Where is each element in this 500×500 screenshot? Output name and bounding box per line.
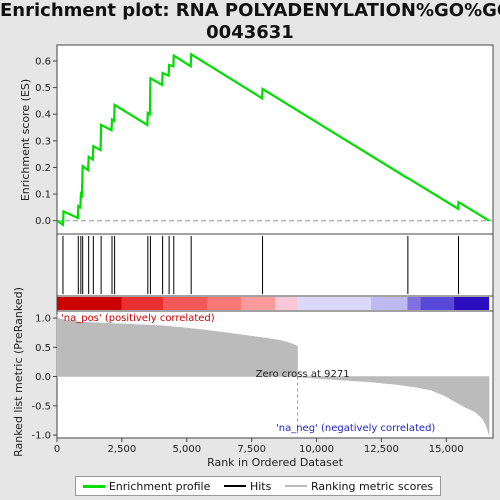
chart-title-line-1: Enrichment plot: RNA POLYADENYLATION%GO%… — [0, 0, 500, 21]
colorbar-panel — [57, 297, 490, 310]
colorbar-segment — [163, 297, 208, 310]
ranked-y-axis-label: Ranked list metric (PreRanked) — [12, 287, 25, 457]
legend-swatch-hits — [223, 485, 246, 487]
x-tick-label: 0 — [54, 444, 60, 455]
ranked-y-tick-label: -0.5 — [31, 401, 51, 412]
legend-label-enrichment: Enrichment profile — [108, 479, 211, 493]
x-tick-label: 15,000 — [429, 444, 464, 455]
colorbar-segment — [371, 297, 408, 310]
colorbar-segment — [275, 297, 298, 310]
enrichment-profile-line — [56, 52, 490, 227]
colorbar-segment — [207, 297, 242, 310]
es-y-tick-label: 0.6 — [35, 56, 51, 67]
chart-title: Enrichment plot: RNA POLYADENYLATION%GO%… — [0, 0, 500, 44]
es-y-tick-label: 0.1 — [35, 190, 51, 201]
colorbar-segment — [297, 297, 372, 310]
ranked-y-tick-label: 0.0 — [35, 372, 51, 383]
es-panel: 0.0 0.1 0.2 0.3 0.4 0.5 0.6 — [35, 52, 493, 227]
pos-correlated-label: 'na_pos' (positively correlated) — [61, 313, 215, 324]
es-y-tick-label: 0.3 — [35, 136, 51, 147]
es-y-tick-label: 0.2 — [35, 163, 51, 174]
hits-panel-background — [56, 233, 494, 297]
x-tick-label: 2,500 — [108, 444, 137, 455]
legend: Enrichment profile Hits Ranking metric s… — [75, 476, 441, 496]
colorbar-segment — [420, 297, 455, 310]
colorbar-segment — [121, 297, 164, 310]
neg-correlated-label: 'na_neg' (negatively correlated) — [276, 423, 435, 434]
chart-title-line-2: 0043631 — [206, 22, 294, 43]
es-y-tick-label: 0.5 — [35, 83, 51, 94]
x-tick-label: 10,000 — [299, 444, 334, 455]
ranked-y-tick-label: 1.0 — [35, 314, 51, 325]
colorbar-segment — [407, 297, 421, 310]
x-tick-label: 5,000 — [172, 444, 201, 455]
colorbar-segment — [454, 297, 490, 310]
legend-swatch-enrichment — [82, 484, 105, 488]
colorbar-segment — [57, 297, 122, 310]
ranked-y-tick-label: 0.5 — [35, 343, 51, 354]
es-y-tick-label: 0.4 — [35, 110, 51, 121]
x-tick-label: 7,500 — [237, 444, 266, 455]
legend-item-ranking: Ranking metric scores — [284, 479, 434, 493]
legend-label-ranking: Ranking metric scores — [310, 479, 434, 493]
ranked-y-tick-label: -1.0 — [31, 431, 51, 442]
legend-swatch-ranking — [284, 485, 307, 487]
legend-item-hits: Hits — [223, 479, 272, 493]
hits-panel — [62, 236, 459, 294]
x-axis: 0 2,500 5,000 7,500 10,000 12,500 15,000 — [54, 438, 464, 455]
es-panel-background — [56, 44, 494, 235]
zero-cross-label: Zero cross at 9271 — [256, 369, 350, 380]
legend-item-enrichment: Enrichment profile — [82, 479, 211, 493]
legend-label-hits: Hits — [249, 479, 272, 493]
x-tick-label: 12,500 — [364, 444, 399, 455]
es-y-tick-label: 0.0 — [35, 216, 51, 227]
es-y-axis-label: Enrichment score (ES) — [19, 79, 32, 201]
ranked-panel: 1.0 0.5 0.0 -0.5 -1.0 — [31, 314, 490, 442]
colorbar-segment — [241, 297, 275, 310]
x-axis-label: Rank in Ordered Dataset — [207, 456, 344, 469]
